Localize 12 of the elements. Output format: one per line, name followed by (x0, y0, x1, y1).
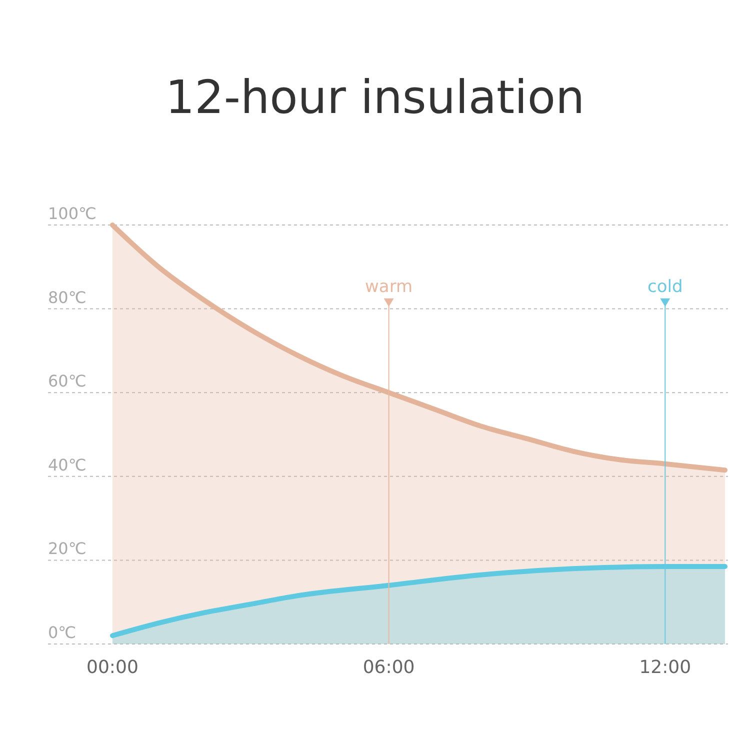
ref-line-label: cold (647, 277, 683, 298)
x-tick-label: 12:00 (639, 657, 692, 678)
y-tick-label: 100℃ (48, 204, 97, 223)
ref-line-label: warm (365, 277, 413, 298)
x-tick-label: 06:00 (362, 657, 415, 678)
y-tick-label: 0℃ (48, 623, 76, 642)
x-tick-label: 00:00 (86, 657, 138, 678)
y-tick-label: 20℃ (48, 539, 86, 558)
y-tick-label: 40℃ (48, 455, 86, 474)
y-tick-label: 60℃ (48, 372, 86, 391)
y-tick-label: 80℃ (48, 288, 86, 307)
chart-title: 12-hour insulation (165, 70, 585, 124)
